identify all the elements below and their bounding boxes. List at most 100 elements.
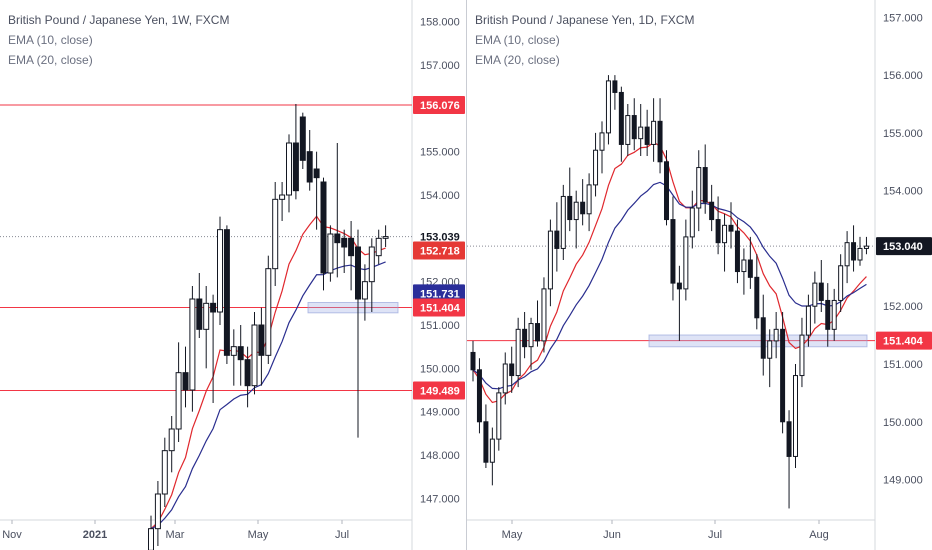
candle-down xyxy=(334,233,341,244)
y-tick-label: 154.000 xyxy=(420,190,460,202)
candle-up xyxy=(489,438,495,463)
daily-chart-panel[interactable]: 157.000156.000155.000154.000153.000152.0… xyxy=(466,0,932,550)
candle-down xyxy=(702,167,708,203)
candle-down xyxy=(299,116,306,161)
candle-down xyxy=(348,237,355,257)
y-tick-label: 155.000 xyxy=(883,128,923,140)
x-tick-label: May xyxy=(248,529,269,541)
x-tick-label: Jul xyxy=(335,529,349,541)
candle-down xyxy=(567,195,573,221)
price-label-text: 153.040 xyxy=(883,241,923,253)
candle-down xyxy=(631,115,637,140)
candle-up xyxy=(161,450,168,495)
candle-up xyxy=(368,246,375,283)
candle-down xyxy=(313,168,320,179)
y-tick-label: 150.000 xyxy=(883,417,923,429)
ema-20-line xyxy=(472,181,867,390)
candle-up xyxy=(279,194,286,200)
candle-down xyxy=(292,142,299,192)
candle-down xyxy=(760,317,766,359)
price-label-box xyxy=(413,96,465,115)
candle-down xyxy=(483,421,489,463)
y-tick-label: 149.000 xyxy=(883,475,923,487)
weekly-legend: British Pound / Japanese Yen, 1W, FXCM E… xyxy=(8,10,229,70)
candle-down xyxy=(664,161,669,221)
x-tick-label: Nov xyxy=(2,529,22,541)
candle-down xyxy=(554,230,560,249)
candle-down xyxy=(612,80,618,93)
candle-down xyxy=(470,351,476,371)
price-label-box xyxy=(413,241,465,260)
candle-up xyxy=(148,528,154,550)
candle-down xyxy=(780,328,786,423)
price-label-text: 156.076 xyxy=(420,100,460,112)
candle-up xyxy=(168,428,175,452)
candle-up xyxy=(547,230,553,290)
candle-down xyxy=(825,299,831,330)
candle-up xyxy=(696,167,702,209)
price-label-text: 149.489 xyxy=(420,385,460,397)
candle-down xyxy=(786,421,792,457)
candle-up xyxy=(327,233,334,274)
candle-up xyxy=(560,195,566,249)
candle-down xyxy=(223,229,230,356)
candle-up xyxy=(773,328,779,342)
candle-up xyxy=(586,184,592,215)
candle-down xyxy=(522,328,528,348)
candle-up xyxy=(599,132,605,151)
candle-up xyxy=(515,328,521,377)
y-tick-label: 147.000 xyxy=(420,493,460,505)
candle-up xyxy=(251,324,258,387)
candle-down xyxy=(355,246,361,300)
weekly-ema20-legend: EMA (20, close) xyxy=(8,53,93,67)
daily-ema20-legend: EMA (20, close) xyxy=(475,53,560,67)
candle-down xyxy=(734,230,740,273)
candle-down xyxy=(476,369,482,423)
price-label-box xyxy=(876,331,932,350)
weekly-chart-panel[interactable]: 158.000157.000156.000155.000154.000153.0… xyxy=(0,0,466,550)
candle-down xyxy=(535,323,540,342)
candle-down xyxy=(657,120,663,163)
candle-up xyxy=(593,149,599,186)
candle-down xyxy=(210,302,217,313)
y-tick-label: 152.000 xyxy=(883,301,923,313)
candle-down xyxy=(676,282,682,290)
candle-up xyxy=(265,268,272,356)
candle-up xyxy=(844,242,850,267)
candle-down xyxy=(851,242,857,261)
y-tick-label: 155.000 xyxy=(420,147,460,159)
ema-20-line xyxy=(150,261,386,530)
candle-up xyxy=(203,302,210,330)
y-tick-label: 157.000 xyxy=(420,60,460,72)
x-tick-label: Aug xyxy=(809,529,829,541)
y-tick-label: 151.000 xyxy=(883,359,923,371)
candle-up xyxy=(838,265,844,301)
y-tick-label: 151.000 xyxy=(420,320,460,332)
candle-up xyxy=(605,80,611,134)
x-tick-label: 2021 xyxy=(83,529,107,541)
candle-up xyxy=(502,363,508,394)
candle-up xyxy=(638,126,644,140)
price-label-box xyxy=(413,381,465,400)
price-label-text: 151.731 xyxy=(420,288,460,300)
candle-up xyxy=(375,237,382,257)
y-tick-label: 156.000 xyxy=(883,70,923,82)
candle-up xyxy=(573,201,579,221)
daily-chart-title: British Pound / Japanese Yen, 1D, FXCM xyxy=(475,13,695,27)
price-label-box xyxy=(876,237,932,256)
price-label-box xyxy=(413,284,465,303)
candle-down xyxy=(237,346,244,361)
y-tick-label: 157.000 xyxy=(883,12,923,24)
candle-down xyxy=(644,126,650,145)
candle-down xyxy=(709,201,715,221)
candle-up xyxy=(799,334,805,377)
candle-up xyxy=(793,375,798,457)
candle-up xyxy=(651,120,657,145)
price-label-text: 153.039 xyxy=(420,232,460,244)
candle-up xyxy=(741,259,747,273)
daily-chart-svg[interactable]: 157.000156.000155.000154.000153.000152.0… xyxy=(467,0,932,550)
candle-down xyxy=(618,91,624,145)
candle-up xyxy=(175,372,182,430)
candle-up xyxy=(863,245,869,249)
weekly-chart-svg[interactable]: 158.000157.000156.000155.000154.000153.0… xyxy=(0,0,466,550)
